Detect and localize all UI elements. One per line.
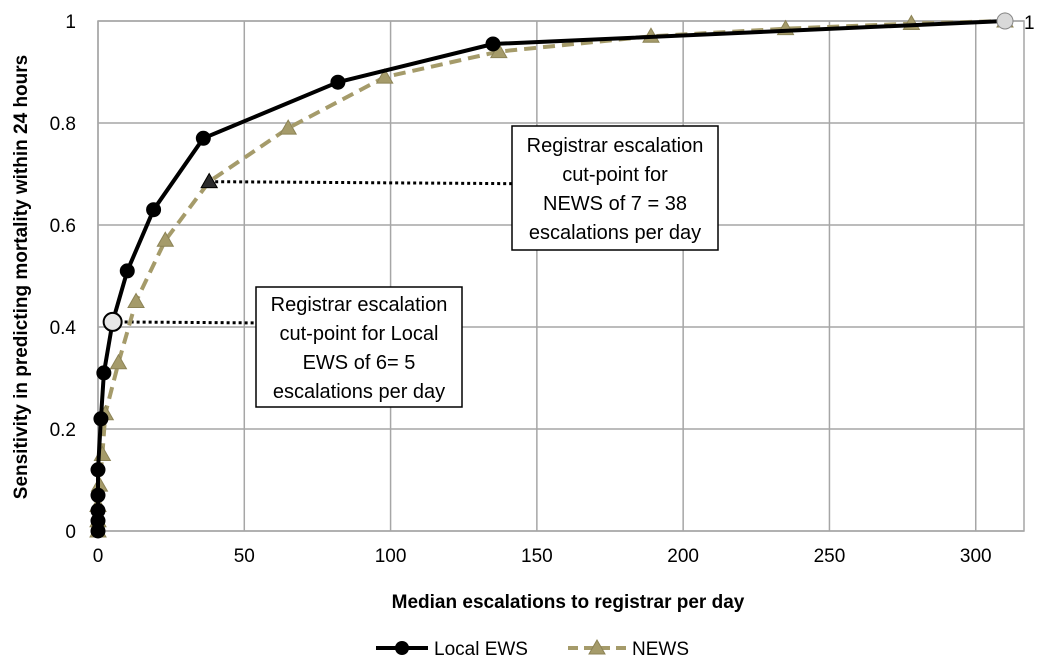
annotation-text-line: Registrar escalation	[271, 294, 448, 316]
x-tick-label: 0	[93, 546, 104, 567]
news-point	[156, 231, 175, 247]
ews-point	[195, 130, 211, 146]
annotation-connector	[209, 180, 513, 186]
x-tick-label: 100	[375, 546, 407, 567]
ews-point	[146, 202, 162, 218]
news-point	[375, 68, 394, 84]
x-tick-label: 50	[234, 546, 255, 567]
ews-point	[90, 487, 106, 503]
x-tick-label: 150	[521, 546, 553, 567]
legend-swatch-marker	[395, 641, 409, 655]
x-axis-title: Median escalations to registrar per day	[392, 592, 745, 613]
ews-point	[330, 74, 346, 90]
legend-swatch-marker	[588, 638, 606, 655]
x-tick-label: 300	[960, 546, 992, 567]
grid	[97, 20, 1025, 532]
ews-point	[996, 12, 1014, 30]
legend-item-news: NEWS	[568, 638, 689, 657]
legend: Local EWS NEWS	[376, 638, 689, 657]
legend-label: NEWS	[632, 639, 689, 657]
ews-point	[485, 36, 501, 52]
y-tick-label: 0	[65, 522, 76, 543]
y-tick-label: 0.8	[50, 114, 76, 135]
y-tick-label: 0.4	[50, 318, 77, 339]
annotation-text-line: Registrar escalation	[527, 135, 704, 157]
y-axis-ticks: 0 0.2 0.4 0.6 0.8 1	[50, 12, 77, 543]
news-point	[279, 119, 298, 135]
ews-point	[119, 263, 135, 279]
end-value-label: 1	[1024, 13, 1035, 34]
annotation-text-line: cut-point for Local	[280, 323, 439, 345]
annotation-text-line: cut-point for	[562, 164, 668, 186]
ews-point	[102, 311, 123, 332]
annotation-text-line: escalations per day	[529, 222, 701, 244]
x-tick-label: 250	[814, 546, 846, 567]
news-point	[127, 292, 145, 308]
annotation-box	[255, 286, 463, 408]
annotation-box	[511, 125, 719, 251]
y-tick-label: 1	[65, 12, 76, 33]
x-axis-ticks: 0 50 100 150 200 250 300	[93, 546, 992, 567]
y-axis-title: Sensitivity in predicting mortality with…	[11, 55, 32, 499]
y-tick-label: 0.6	[50, 216, 76, 237]
ews-point	[96, 365, 112, 381]
plot-area-border	[97, 20, 1025, 532]
x-tick-label: 200	[667, 546, 699, 567]
y-tick-label: 0.2	[50, 420, 76, 441]
legend-label: Local EWS	[434, 639, 528, 657]
series	[89, 11, 1014, 539]
ews-point	[93, 411, 109, 427]
annotation-callout: Registrar escalation cut-point for NEWS of…	[511, 125, 719, 251]
series-line	[96, 19, 1006, 531]
annotation-connectors	[112, 180, 513, 325]
news-cutpoint-marker	[200, 172, 219, 189]
news-point	[109, 353, 128, 370]
ews-point	[90, 503, 106, 519]
legend-item-local-ews: Local EWS	[376, 639, 528, 657]
annotation-callout: Registrar escalation cut-point for Local E…	[255, 286, 463, 408]
annotations: Registrar escalation cut-point for NEWS of…	[255, 125, 719, 408]
annotation-text-line: escalations per day	[273, 381, 445, 403]
annotation-text-line: EWS of 6= 5	[303, 352, 416, 374]
annotation-text-line: NEWS of 7 = 38	[543, 193, 687, 215]
series-line	[96, 19, 1006, 531]
ews-point	[90, 462, 106, 478]
annotation-connector	[112, 320, 257, 325]
